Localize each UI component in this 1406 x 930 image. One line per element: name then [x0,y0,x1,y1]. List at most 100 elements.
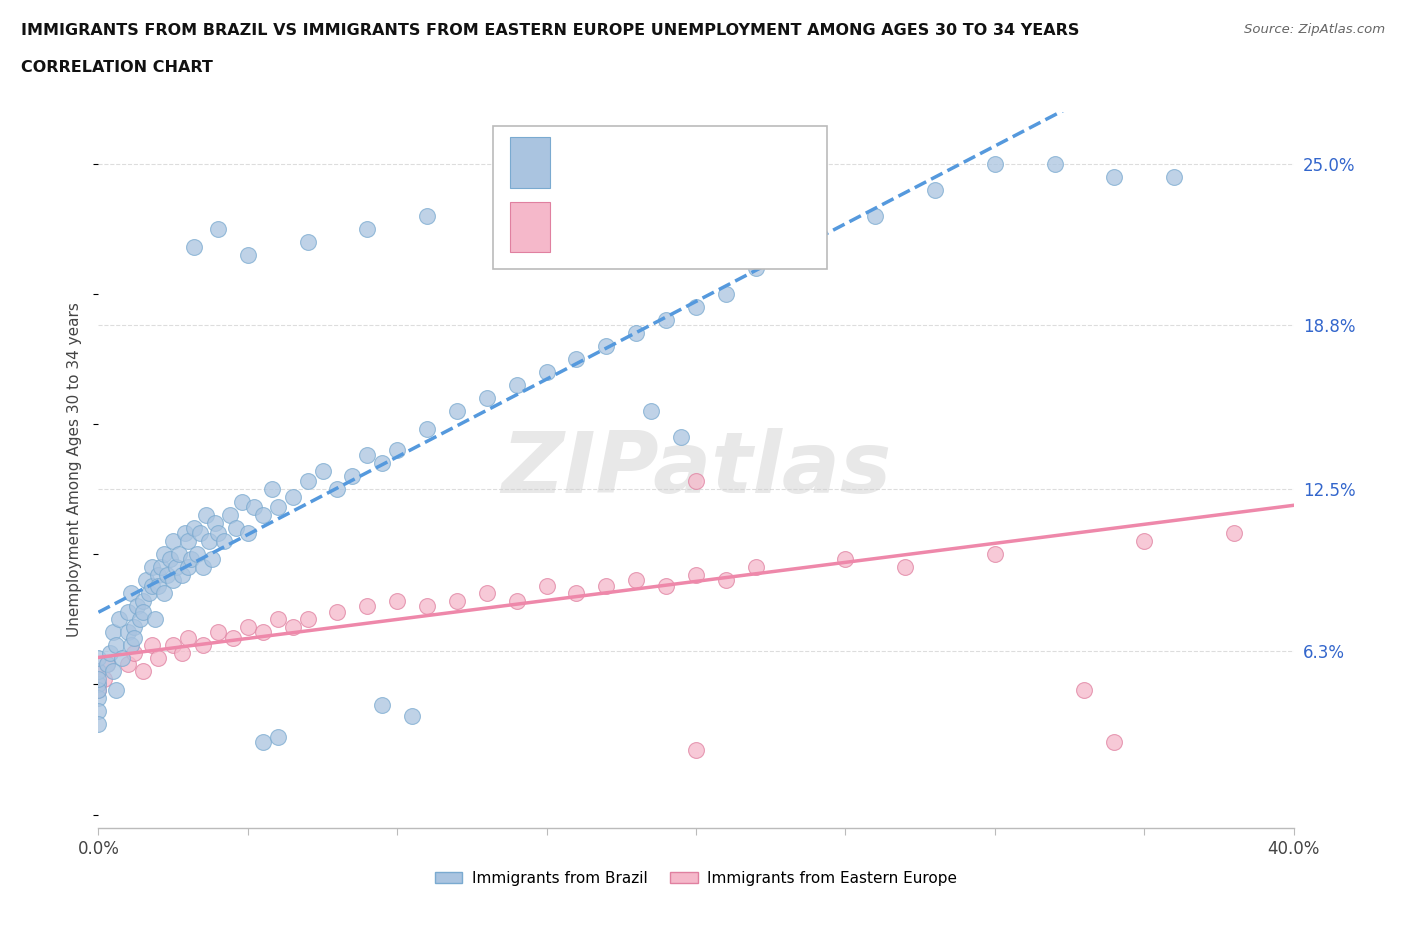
Point [124,619,146,634]
Point [281,619,304,634]
Point [201,552,224,567]
Point [177,560,200,575]
Point [87,664,110,679]
Point [297,612,319,627]
Point [87,690,110,705]
Point [186,547,208,562]
Point [252,508,274,523]
Point [401,709,423,724]
Point [204,515,226,530]
Point [127,599,149,614]
Point [1163,169,1185,184]
Point [236,526,259,541]
Point [714,286,737,301]
Point [87,703,110,718]
Point [446,404,468,418]
Point [894,560,917,575]
Point [297,474,319,489]
Point [236,619,259,634]
Point [267,612,290,627]
Point [536,365,558,379]
Point [655,312,678,327]
Point [745,260,768,275]
Point [595,578,617,593]
Point [207,221,229,236]
Point [1073,683,1095,698]
Point [167,547,190,562]
Point [326,482,349,497]
Point [536,578,558,593]
Point [267,729,290,744]
Point [108,612,131,627]
Point [120,638,142,653]
Point [685,742,707,757]
Point [1104,169,1126,184]
Point [416,599,439,614]
Point [162,573,184,588]
Point [252,735,274,750]
Text: IMMIGRANTS FROM BRAZIL VS IMMIGRANTS FROM EASTERN EUROPE UNEMPLOYMENT AMONG AGES: IMMIGRANTS FROM BRAZIL VS IMMIGRANTS FRO… [21,23,1080,38]
Point [188,526,211,541]
Point [105,683,128,698]
Point [120,586,142,601]
Point [416,422,439,437]
Point [87,677,110,692]
Point [96,657,118,671]
Point [416,208,439,223]
Point [132,664,155,679]
Point [177,534,200,549]
Point [236,247,259,262]
Point [1043,156,1066,171]
Point [180,552,202,567]
Point [655,578,678,593]
Point [103,625,125,640]
Point [172,567,194,582]
Point [297,234,319,249]
Point [124,645,146,660]
Point [148,578,170,593]
Point [326,604,349,619]
Point [207,625,229,640]
Point [103,664,125,679]
Point [225,521,247,536]
Point [105,638,128,653]
Point [153,586,176,601]
Y-axis label: Unemployment Among Ages 30 to 34 years: Unemployment Among Ages 30 to 34 years [67,302,83,637]
Point [385,593,409,608]
Point [475,586,498,601]
Point [804,234,827,249]
Point [231,495,253,510]
Point [159,552,181,567]
Point [626,326,648,340]
Point [1104,735,1126,750]
Point [148,567,170,582]
Point [191,560,214,575]
Text: CORRELATION CHART: CORRELATION CHART [21,60,212,75]
Point [834,552,856,567]
Point [191,638,214,653]
Point [685,567,707,582]
Point [385,443,409,458]
Point [371,698,394,712]
Point [356,599,378,614]
Point [117,657,139,671]
Point [1223,526,1246,541]
Point [626,573,648,588]
Point [222,631,245,645]
Point [714,573,737,588]
Point [342,469,364,484]
Point [356,221,378,236]
Point [141,560,163,575]
Point [87,716,110,731]
Point [865,208,887,223]
Point [745,560,768,575]
Point [267,500,290,515]
Point [117,604,139,619]
Point [129,612,152,627]
Point [252,625,274,640]
Point [93,671,115,686]
Point [87,683,110,698]
Point [243,500,266,515]
Point [148,651,170,666]
Point [1133,534,1156,549]
